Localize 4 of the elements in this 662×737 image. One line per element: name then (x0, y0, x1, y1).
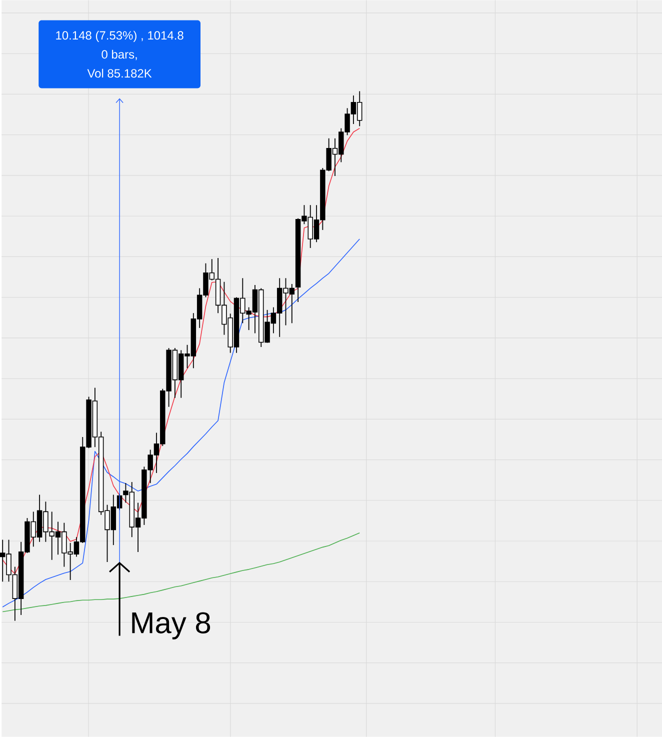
text: Vol 85.182K (87, 68, 152, 78)
text: 0 bars, (102, 50, 137, 60)
annotation: May 8 (132, 612, 210, 640)
text: 10.148 (7.53%) , 1014.8 (56, 30, 184, 42)
